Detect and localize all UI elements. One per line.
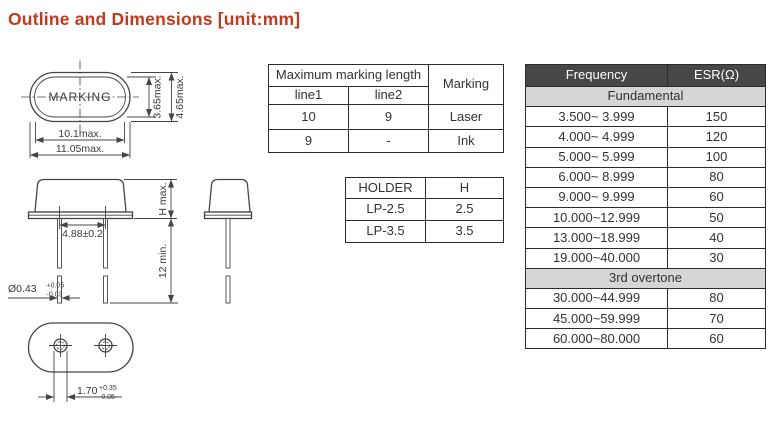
esr-col-header: ESR(Ω) bbox=[667, 64, 766, 87]
section-3rd-overtone: 3rd overtone bbox=[525, 267, 766, 289]
lead-hole-right bbox=[98, 338, 113, 353]
dim-inner-height: 3.65max. bbox=[152, 75, 164, 118]
esr-row: 10.000~12.999 50 bbox=[525, 207, 766, 229]
h-value: 2.5 bbox=[425, 198, 504, 221]
esr-section-header: 3rd overtone bbox=[525, 267, 766, 289]
esr-value: 150 bbox=[667, 106, 766, 128]
esr-value: 80 bbox=[667, 166, 766, 188]
line2-value: 9 bbox=[348, 104, 429, 130]
frequency-range: 60.000~80.000 bbox=[525, 328, 668, 350]
frequency-col-header: Frequency bbox=[525, 64, 668, 87]
esr-value: 70 bbox=[667, 308, 766, 330]
esr-row: 6.000~ 8.999 80 bbox=[525, 166, 766, 188]
esr-table: Frequency ESR(Ω) Fundamental 3.500~ 3.99… bbox=[525, 64, 766, 350]
dim-outer-width: 11.05max. bbox=[56, 143, 104, 155]
dim-outer-height: 4.65max. bbox=[174, 75, 186, 118]
lead-hole-left bbox=[53, 338, 68, 353]
esr-row: 4.000~ 4.999 120 bbox=[525, 126, 766, 148]
esr-value: 80 bbox=[667, 287, 766, 310]
frequency-range: 6.000~ 8.999 bbox=[525, 166, 668, 188]
esr-row: 45.000~59.999 70 bbox=[525, 308, 766, 330]
esr-value: 100 bbox=[667, 146, 766, 168]
marking-type: Ink bbox=[428, 129, 504, 153]
marking-table-subheader-row: line1 line2 bbox=[268, 86, 504, 105]
esr-value: 40 bbox=[667, 227, 766, 249]
frequency-range: 4.000~ 4.999 bbox=[525, 126, 668, 148]
esr-row: 3.500~ 3.999 150 bbox=[525, 106, 766, 128]
esr-value: 50 bbox=[667, 207, 766, 229]
dim-lead-dia-tol-minus: -0.03 bbox=[47, 292, 63, 299]
frequency-range: 19.000~40.000 bbox=[525, 247, 668, 269]
esr-value: 60 bbox=[667, 328, 766, 350]
front-view: 4.88±0.2 H max. 12 min. Ø0.43 +0.05 -0.0… bbox=[8, 178, 178, 304]
holder-col-header: HOLDER bbox=[345, 177, 426, 199]
line2-value: - bbox=[348, 129, 429, 153]
page-title: Outline and Dimensions [unit:mm] bbox=[8, 9, 301, 29]
esr-value: 120 bbox=[667, 126, 766, 148]
marking-table-title: Maximum marking length bbox=[268, 64, 429, 87]
dim-inner-width: 10.1max. bbox=[58, 128, 101, 140]
dim-hole-dia-tol-plus: +0.35 bbox=[99, 385, 117, 392]
frequency-range: 30.000~44.999 bbox=[525, 287, 668, 310]
frequency-range: 10.000~12.999 bbox=[525, 207, 668, 229]
esr-row: 5.000~ 5.999 100 bbox=[525, 146, 766, 168]
esr-row: 30.000~44.999 80 bbox=[525, 287, 766, 310]
marking-col-header: Marking bbox=[428, 64, 504, 105]
frequency-range: 3.500~ 3.999 bbox=[525, 106, 668, 128]
holder-value: LP-3.5 bbox=[345, 220, 426, 243]
dim-body-height: H max. bbox=[157, 182, 169, 215]
line2-col-header: line2 bbox=[348, 86, 429, 105]
bottom-view: 1.70 +0.35 -0.05 bbox=[27, 322, 134, 402]
esr-section-header: Fundamental bbox=[525, 85, 766, 108]
esr-row: 13.000~18.999 40 bbox=[525, 227, 766, 249]
frequency-range: 45.000~59.999 bbox=[525, 308, 668, 330]
outline-drawing: MARKING 3.65max. 4.65max. 10.1max. 11.05… bbox=[8, 60, 253, 402]
marking-type: Laser bbox=[428, 104, 504, 130]
dim-lead-dia: Ø0.43 bbox=[8, 283, 37, 295]
marking-table-row: 10 9 Laser bbox=[268, 104, 504, 130]
holder-value: LP-2.5 bbox=[345, 198, 426, 221]
dim-lead-dia-tol-plus: +0.05 bbox=[47, 283, 65, 290]
esr-row: 9.000~ 9.999 60 bbox=[525, 186, 766, 209]
dim-lead-length: 12 min. bbox=[157, 244, 169, 278]
holder-table-row: LP-3.5 3.5 bbox=[345, 220, 504, 243]
frequency-range: 5.000~ 5.999 bbox=[525, 146, 668, 168]
line1-value: 9 bbox=[268, 129, 349, 153]
top-view: MARKING 3.65max. 4.65max. 10.1max. 11.05… bbox=[21, 60, 186, 158]
dim-hole-dia: 1.70 bbox=[77, 385, 98, 397]
marking-table: Maximum marking length Marking line1 lin… bbox=[268, 64, 504, 153]
h-col-header: H bbox=[425, 177, 504, 199]
holder-table-row: LP-2.5 2.5 bbox=[345, 198, 504, 221]
marking-table-header-row: Maximum marking length Marking bbox=[268, 64, 504, 105]
frequency-range: 9.000~ 9.999 bbox=[525, 186, 668, 209]
side-view bbox=[203, 178, 253, 304]
esr-row: 19.000~40.000 30 bbox=[525, 247, 766, 269]
holder-table-header-row: HOLDER H bbox=[345, 177, 504, 199]
frequency-range: 13.000~18.999 bbox=[525, 227, 668, 249]
holder-table: HOLDER H LP-2.5 2.5 LP-3.5 3.5 bbox=[345, 177, 504, 243]
lead-side bbox=[225, 218, 231, 269]
esr-row: 60.000~80.000 60 bbox=[525, 328, 766, 350]
esr-value: 30 bbox=[667, 247, 766, 269]
h-value: 3.5 bbox=[425, 220, 504, 243]
marking-table-row: 9 - Ink bbox=[268, 129, 504, 153]
esr-table-header-row: Frequency ESR(Ω) bbox=[525, 64, 766, 87]
dim-hole-dia-tol-minus: -0.05 bbox=[99, 394, 115, 401]
dim-lead-spacing: 4.88±0.2 bbox=[62, 228, 103, 240]
line1-value: 10 bbox=[268, 104, 349, 130]
marking-label: MARKING bbox=[48, 90, 111, 104]
line1-col-header: line1 bbox=[268, 86, 349, 105]
section-fundamental: Fundamental bbox=[525, 85, 766, 108]
esr-value: 60 bbox=[667, 186, 766, 209]
